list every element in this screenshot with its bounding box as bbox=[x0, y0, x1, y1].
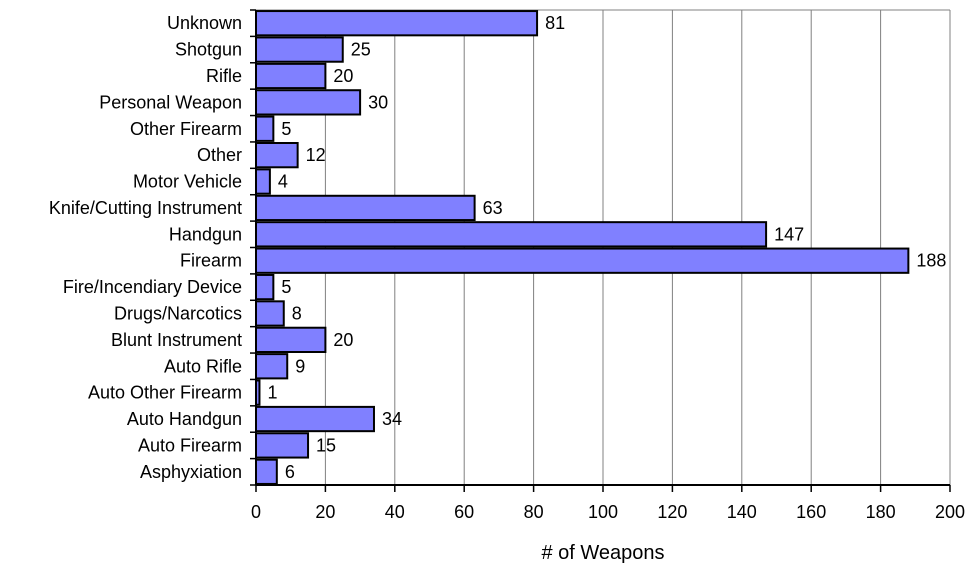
category-label: Personal Weapon bbox=[99, 92, 242, 112]
category-label: Auto Firearm bbox=[138, 435, 242, 455]
value-label: 5 bbox=[281, 119, 291, 139]
category-label: Knife/Cutting Instrument bbox=[49, 198, 242, 218]
bar-asphyxiation bbox=[255, 458, 278, 485]
grid-layer bbox=[256, 9, 951, 485]
x-tick-label: 200 bbox=[935, 502, 965, 522]
bar-handgun bbox=[255, 221, 768, 248]
value-label: 63 bbox=[483, 198, 503, 218]
value-label: 20 bbox=[333, 330, 353, 350]
category-label: Unknown bbox=[167, 13, 242, 33]
value-label: 34 bbox=[382, 409, 402, 429]
bar-blunt-instrument bbox=[255, 326, 327, 354]
bar-shotgun bbox=[255, 36, 344, 63]
value-label: 12 bbox=[306, 145, 326, 165]
value-label: 81 bbox=[545, 13, 565, 33]
bar-drugs-narcotics bbox=[255, 300, 285, 327]
category-label: Blunt Instrument bbox=[111, 330, 242, 350]
category-label: Handgun bbox=[169, 224, 242, 244]
value-label: 8 bbox=[292, 303, 302, 323]
bar-layer bbox=[255, 10, 910, 485]
value-label: 9 bbox=[295, 356, 305, 376]
category-label: Asphyxiation bbox=[140, 462, 242, 482]
value-label: 25 bbox=[351, 40, 371, 60]
value-label: 5 bbox=[281, 277, 291, 297]
bar-firearm bbox=[255, 247, 910, 274]
bar-motor-vehicle bbox=[255, 168, 271, 195]
bar-fire-incendiary-device bbox=[255, 273, 275, 301]
value-label: 147 bbox=[774, 224, 804, 244]
value-label: 188 bbox=[916, 251, 946, 271]
bar-other-firearm bbox=[255, 115, 275, 142]
value-label: 4 bbox=[278, 172, 288, 192]
category-label: Firearm bbox=[180, 251, 242, 271]
category-label: Other Firearm bbox=[130, 119, 242, 139]
value-label: 15 bbox=[316, 435, 336, 455]
bar-other bbox=[255, 142, 299, 169]
x-tick-label: 140 bbox=[727, 502, 757, 522]
category-label: Other bbox=[197, 145, 242, 165]
category-label: Motor Vehicle bbox=[133, 172, 242, 192]
value-label: 30 bbox=[368, 92, 388, 112]
category-label: Rifle bbox=[206, 66, 242, 86]
x-axis-title: # of Weapons bbox=[541, 542, 664, 564]
bar-personal-weapon bbox=[255, 89, 362, 116]
value-label: 20 bbox=[333, 66, 353, 86]
bar-auto-handgun bbox=[255, 405, 375, 433]
x-tick-label: 80 bbox=[524, 502, 544, 522]
bar-unknown bbox=[255, 10, 539, 37]
category-label: Auto Rifle bbox=[164, 356, 242, 376]
bar-auto-rifle bbox=[255, 353, 289, 380]
x-tick-label: 120 bbox=[657, 502, 687, 522]
bar-rifle bbox=[255, 62, 327, 90]
value-label: 1 bbox=[267, 383, 277, 403]
category-label: Auto Handgun bbox=[127, 409, 242, 429]
x-tick-label: 40 bbox=[385, 502, 405, 522]
category-label: Auto Other Firearm bbox=[88, 383, 242, 403]
x-tick-label: 0 bbox=[251, 502, 261, 522]
bar-auto-firearm bbox=[255, 432, 310, 459]
category-label: Shotgun bbox=[175, 40, 242, 60]
bar-knife-cutting-instrument bbox=[255, 194, 476, 222]
x-tick-label: 160 bbox=[796, 502, 826, 522]
axis-layer: 0 20 40 60 80 100 120 140 160 180 200 bbox=[250, 9, 965, 522]
x-tick-label: 180 bbox=[866, 502, 896, 522]
category-label: Drugs/Narcotics bbox=[114, 303, 242, 323]
x-tick-label: 20 bbox=[315, 502, 335, 522]
x-tick-label: 100 bbox=[588, 502, 618, 522]
value-label: 6 bbox=[285, 462, 295, 482]
x-tick-label: 60 bbox=[454, 502, 474, 522]
category-label: Fire/Incendiary Device bbox=[63, 277, 242, 297]
